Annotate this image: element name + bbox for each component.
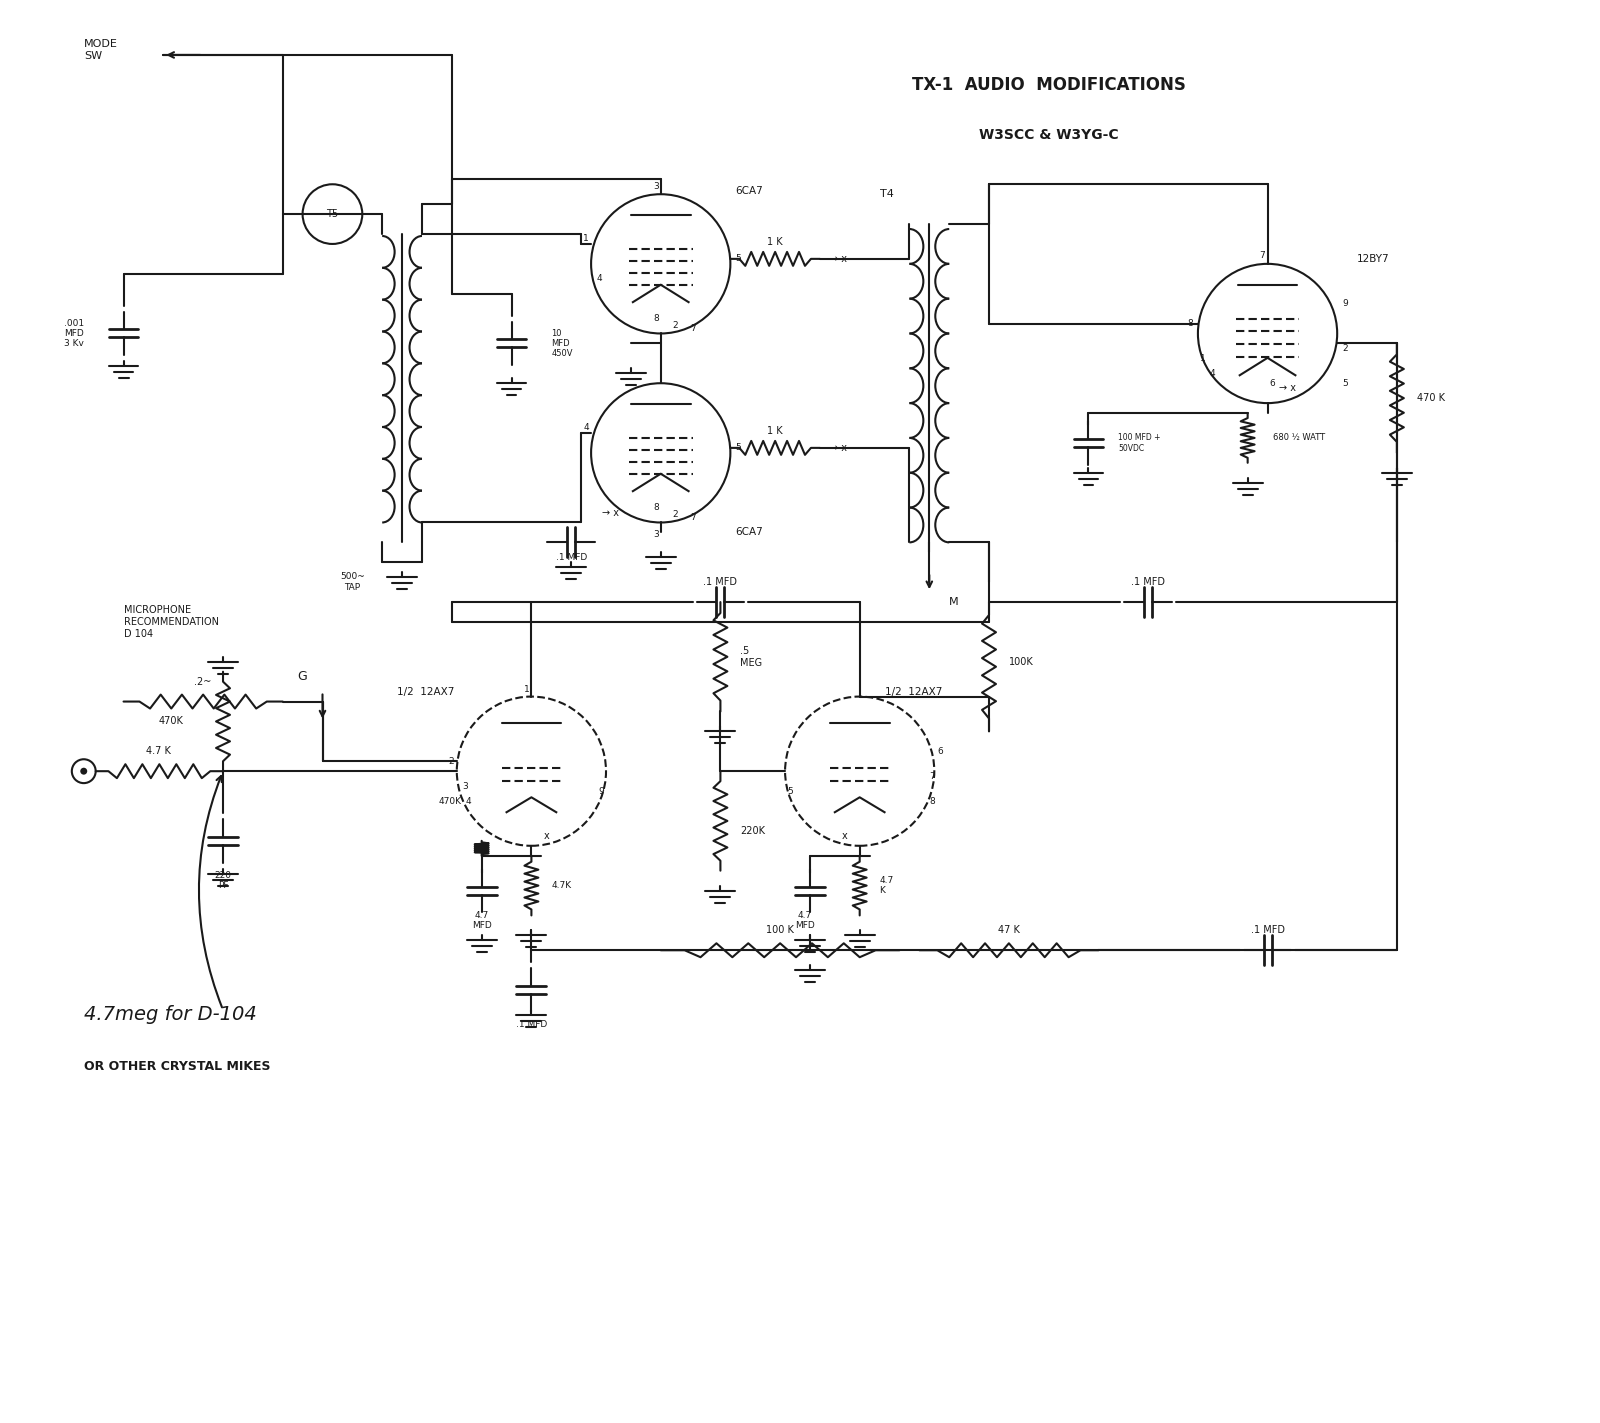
Text: 5: 5 — [736, 255, 741, 263]
Text: 4.7K: 4.7K — [552, 881, 571, 891]
Text: 4.7
K: 4.7 K — [880, 877, 894, 895]
Text: 470 K: 470 K — [1416, 393, 1445, 403]
Text: .1 MFD: .1 MFD — [1131, 578, 1165, 588]
Text: 100K: 100K — [1010, 657, 1034, 667]
Text: 1/2  12AX7: 1/2 12AX7 — [885, 687, 942, 697]
Text: 1: 1 — [1200, 354, 1206, 363]
Text: 4.7meg for D-104: 4.7meg for D-104 — [83, 1005, 256, 1025]
Text: 2: 2 — [1342, 344, 1347, 353]
Text: 8: 8 — [653, 314, 659, 323]
Text: 4.7
MFD: 4.7 MFD — [472, 911, 491, 931]
Text: 8: 8 — [930, 797, 934, 805]
Text: .1 MFD: .1 MFD — [1251, 925, 1285, 935]
Text: 1 K: 1 K — [768, 425, 782, 435]
Text: TX-1  AUDIO  MODIFICATIONS: TX-1 AUDIO MODIFICATIONS — [912, 75, 1186, 94]
Text: 7: 7 — [691, 514, 696, 522]
Text: 4: 4 — [584, 424, 589, 433]
Text: .2~: .2~ — [195, 677, 211, 687]
Text: x: x — [842, 831, 848, 841]
Text: 1: 1 — [523, 684, 530, 694]
Text: 9: 9 — [598, 787, 603, 795]
Text: .1 MFD: .1 MFD — [515, 1020, 547, 1029]
Text: MODE
SW: MODE SW — [83, 40, 118, 61]
Text: 6: 6 — [938, 747, 942, 756]
Text: G: G — [298, 670, 307, 683]
Text: 100 K: 100 K — [766, 925, 794, 935]
Text: x: x — [544, 831, 549, 841]
Text: OR OTHER CRYSTAL MIKES: OR OTHER CRYSTAL MIKES — [83, 1060, 270, 1073]
Text: 2: 2 — [674, 509, 678, 519]
Text: 8: 8 — [1187, 319, 1194, 329]
Text: W3SCC & W3YG-C: W3SCC & W3YG-C — [979, 128, 1118, 141]
Text: 2: 2 — [448, 757, 454, 766]
Text: → x: → x — [603, 508, 619, 518]
Text: 500~
TAP: 500~ TAP — [339, 572, 365, 592]
Text: .1 MFD: .1 MFD — [704, 578, 738, 588]
Text: 4: 4 — [466, 797, 472, 805]
Text: 3: 3 — [653, 529, 659, 539]
Text: 100 MFD +
50VDC: 100 MFD + 50VDC — [1118, 433, 1162, 453]
Text: 1: 1 — [584, 235, 589, 243]
Text: T5: T5 — [326, 209, 339, 219]
Text: 12BY7: 12BY7 — [1357, 253, 1390, 263]
Text: 220
PF: 220 PF — [214, 871, 232, 891]
Text: 5: 5 — [1342, 379, 1347, 387]
Text: T4: T4 — [880, 189, 893, 199]
Text: 680 ½ WATT: 680 ½ WATT — [1272, 434, 1325, 443]
Text: 3: 3 — [653, 182, 659, 191]
Text: 3: 3 — [462, 781, 467, 791]
Text: 4.7 K: 4.7 K — [146, 746, 171, 756]
Text: 10
MFD
450V: 10 MFD 450V — [552, 329, 573, 359]
Text: M: M — [949, 598, 958, 608]
Text: 8: 8 — [653, 504, 659, 512]
Text: 4: 4 — [1210, 369, 1216, 377]
Text: 7: 7 — [1259, 252, 1266, 260]
Text: → x: → x — [1278, 383, 1296, 393]
Text: → x: → x — [830, 253, 846, 263]
Text: 1 K: 1 K — [768, 238, 782, 248]
Text: 6: 6 — [1270, 379, 1275, 387]
Text: 5: 5 — [787, 787, 794, 795]
Text: 9: 9 — [1342, 299, 1347, 309]
Text: .5
MEG: .5 MEG — [741, 646, 763, 667]
Text: 47 K: 47 K — [998, 925, 1019, 935]
Text: 4: 4 — [597, 275, 602, 283]
Text: .001
MFD
3 Kv: .001 MFD 3 Kv — [64, 319, 83, 349]
Text: 2: 2 — [674, 322, 678, 330]
Text: → x: → x — [830, 443, 846, 453]
Text: 4.7
MFD: 4.7 MFD — [795, 911, 814, 931]
Text: 1/2  12AX7: 1/2 12AX7 — [397, 687, 454, 697]
Text: 7: 7 — [930, 771, 934, 781]
Text: 220K: 220K — [741, 825, 765, 835]
Text: 6CA7: 6CA7 — [736, 186, 763, 196]
Text: 470K: 470K — [438, 797, 462, 805]
Text: .1 MFD: .1 MFD — [555, 552, 587, 562]
Text: 6CA7: 6CA7 — [736, 528, 763, 538]
Circle shape — [80, 767, 88, 774]
Text: 7: 7 — [691, 324, 696, 333]
Text: MICROPHONE
RECOMMENDATION
D 104: MICROPHONE RECOMMENDATION D 104 — [123, 605, 219, 639]
Text: 470K: 470K — [158, 716, 184, 727]
Text: 5: 5 — [736, 444, 741, 453]
